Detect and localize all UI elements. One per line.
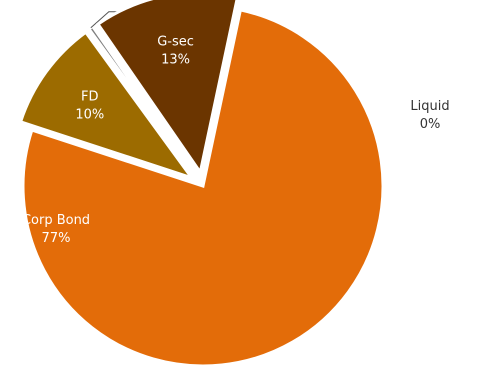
slice-label-percent: 10% xyxy=(75,108,104,123)
pie-slice-g-sec xyxy=(95,0,239,176)
slice-label-name: G-sec xyxy=(157,35,194,50)
pie-slice-fd xyxy=(18,30,196,181)
slice-label-percent: 0% xyxy=(420,117,441,132)
slice-label-name: Liquid xyxy=(410,99,449,114)
slice-label-name: Corp Bond xyxy=(22,213,90,228)
slice-label-percent: 13% xyxy=(161,53,190,68)
slice-label-percent: 77% xyxy=(42,231,71,246)
pie-slice-corp-bond xyxy=(21,8,385,368)
slice-label-name: FD xyxy=(81,90,99,105)
